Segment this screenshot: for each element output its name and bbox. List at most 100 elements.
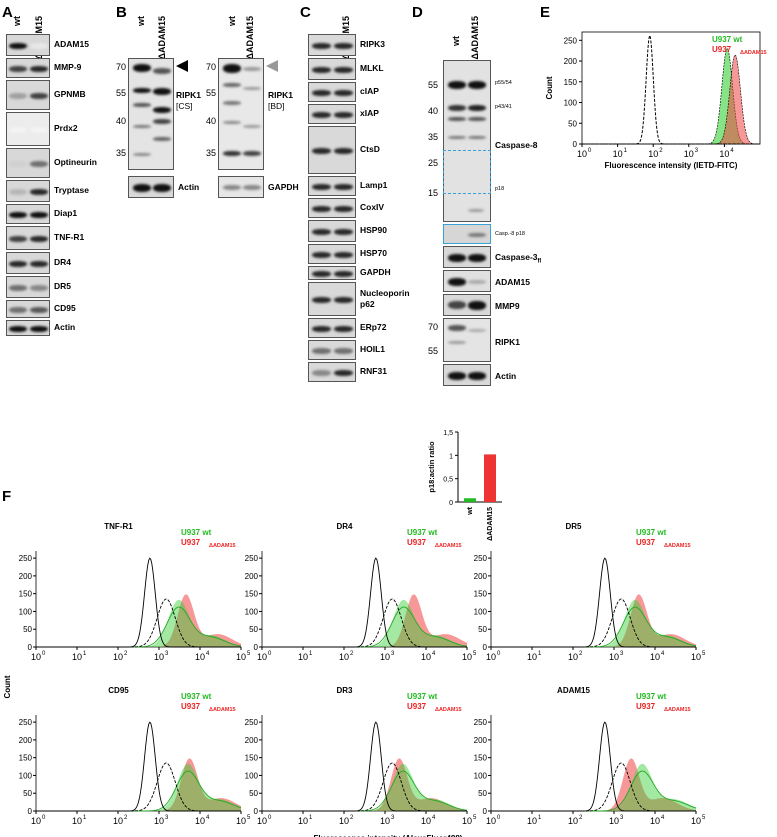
blot-c-erp72 [308, 318, 356, 338]
mw-40-b2: 40 [205, 116, 216, 126]
blot-c-hoil1 [308, 340, 356, 360]
f-xtick-exp: 2 [350, 815, 354, 821]
f-legend-wt-5: U937 wt [636, 692, 667, 701]
band [9, 307, 27, 313]
bar-ytick-label: 0,5 [443, 477, 453, 484]
blot-c-coxiv [308, 198, 356, 218]
bar-ytick-label: 1 [449, 453, 453, 460]
band [334, 229, 353, 235]
f-xtick-label: 10 [113, 816, 123, 826]
band [312, 112, 331, 118]
f-legend-ko-5: U937 [636, 702, 656, 711]
band [334, 348, 353, 354]
blot-c-mlkl [308, 58, 356, 80]
f-ytick-label: 250 [245, 554, 259, 563]
f-xtick-exp: 0 [268, 815, 272, 821]
mw-25-d: 25 [427, 158, 438, 168]
e-xtick-label: 10 [719, 149, 729, 159]
f-ytick-label: 0 [28, 807, 33, 816]
f-ytick-label: 200 [19, 572, 33, 581]
label-c-hsp90: HSP90 [360, 225, 387, 235]
f-legend-ko-sub-4: ΔADAM15 [435, 707, 462, 713]
f-legend-ko-0: U937 [181, 538, 201, 547]
f-ytick-label: 50 [249, 789, 258, 798]
f-xtick-label: 10 [257, 652, 267, 662]
f-ytick-label: 200 [474, 572, 488, 581]
e-legend-ko-sub: ΔADAM15 [740, 50, 767, 56]
f-title-4: DR3 [336, 686, 353, 695]
bar-ylabel: p18:actin ratio [427, 441, 436, 493]
bar-ytick-label: 1,5 [443, 430, 453, 437]
f-xtick-exp: 1 [83, 651, 87, 657]
ripk1-cs-sub: [CS] [176, 101, 193, 111]
f-xtick-exp: 0 [42, 815, 46, 821]
f-wt-area-3 [36, 763, 241, 811]
blot-ripk1-d [443, 318, 491, 362]
band [312, 297, 331, 303]
f-ytick-label: 200 [19, 736, 33, 745]
f-xtick-exp: 5 [473, 651, 477, 657]
f-ytick-label: 250 [474, 718, 488, 727]
f-ytick-label: 250 [245, 718, 259, 727]
f-legend-wt-1: U937 wt [407, 528, 438, 537]
f-ytick-label: 200 [245, 736, 259, 745]
e-xtick-label: 10 [613, 149, 623, 159]
f-xtick-label: 10 [462, 816, 472, 826]
f-ytick-label: 150 [19, 590, 33, 599]
f-xtick-label: 10 [298, 816, 308, 826]
f-ko-area-1 [262, 594, 467, 647]
f-xtick-exp: 5 [473, 815, 477, 821]
band [334, 67, 353, 73]
ripk1-bd-sub: [BD] [268, 101, 285, 111]
f-xtick-exp: 5 [702, 815, 706, 821]
band [312, 348, 331, 354]
band [9, 326, 27, 332]
caspase3-text: Caspase-3 [495, 252, 538, 262]
mw-40-d: 40 [427, 106, 438, 116]
band [9, 161, 27, 167]
f-xtick-label: 10 [113, 652, 123, 662]
e-ytick-label: 100 [564, 99, 578, 108]
f-ytick-label: 150 [19, 754, 33, 763]
f-xtick-exp: 4 [206, 651, 210, 657]
e-xlabel: Fluorescence intensity (IETD-FITC) [605, 161, 738, 170]
panel-a-letter: A [2, 4, 13, 21]
f-xtick-label: 10 [421, 816, 431, 826]
band [334, 112, 353, 118]
f-ytick-label: 50 [23, 789, 32, 798]
band [312, 229, 331, 235]
f-control-5 [491, 762, 696, 812]
mw-70-d2: 70 [427, 322, 438, 332]
f-xtick-exp: 1 [538, 815, 542, 821]
band [9, 43, 27, 49]
f-xtick-label: 10 [421, 652, 431, 662]
f-xtick-exp: 5 [702, 651, 706, 657]
band [334, 184, 353, 190]
blot-caspase8 [443, 60, 491, 222]
e-ylabel: Count [545, 76, 554, 99]
f-wt-area-5 [491, 763, 696, 811]
f-xtick-exp: 3 [165, 815, 169, 821]
lane-wt-d: wt [451, 36, 461, 46]
actin-b-label: Actin [178, 182, 200, 192]
f-control-0 [36, 598, 241, 648]
f-xtick-label: 10 [339, 652, 349, 662]
f-xtick-exp: 3 [391, 815, 395, 821]
bar-ytick-label: 0 [449, 500, 453, 507]
blot-actin [6, 320, 50, 336]
blot-mmp-9 [6, 58, 50, 78]
f-ytick-label: 200 [245, 572, 259, 581]
band [9, 189, 27, 195]
f-xtick-label: 10 [236, 816, 246, 826]
lane-ko-b2: ΔADAM15 [245, 16, 255, 60]
mw-55-d2: 55 [427, 346, 438, 356]
label-tnf-r1: TNF-R1 [54, 232, 85, 242]
e-ytick-label: 250 [564, 36, 578, 45]
label-adam15: ADAM15 [54, 39, 89, 49]
f-legend-ko-1: U937 [407, 538, 427, 547]
band [9, 93, 27, 99]
arrow-grey-icon [266, 60, 278, 72]
label-caspase3: Caspase-3fl [495, 252, 541, 265]
band [312, 326, 331, 332]
band [30, 236, 48, 242]
